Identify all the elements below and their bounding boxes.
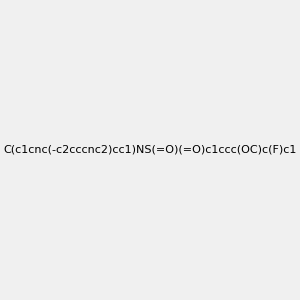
Text: C(c1cnc(-c2cccnc2)cc1)NS(=O)(=O)c1ccc(OC)c(F)c1: C(c1cnc(-c2cccnc2)cc1)NS(=O)(=O)c1ccc(OC… [3, 145, 297, 155]
